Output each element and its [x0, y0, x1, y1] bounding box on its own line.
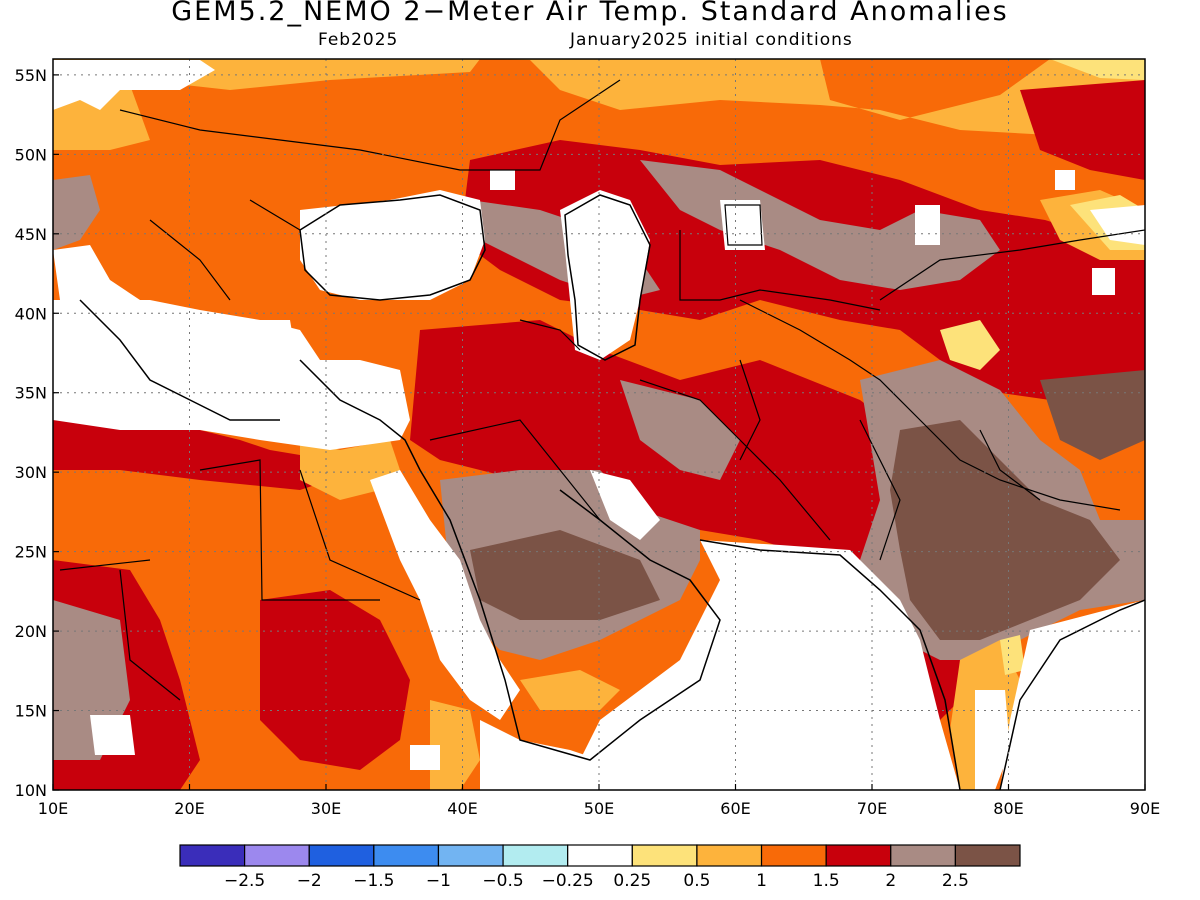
field-patch [620, 380, 740, 480]
masked-area [580, 540, 960, 790]
lat-tick-label: 35N [15, 384, 47, 403]
coastline [79, 299, 1145, 790]
colorbar-swatch [631, 844, 698, 867]
colorbar-label: −1.5 [353, 871, 394, 891]
masked-area [1055, 170, 1075, 190]
colorbar-swatch [244, 844, 310, 867]
field-patch [470, 530, 660, 620]
masked-area [915, 205, 940, 245]
lon-tick-label: 60E [720, 799, 750, 818]
colorbar-label: 1 [756, 871, 767, 891]
colorbar-label: 2 [885, 871, 896, 891]
field-patch [260, 590, 410, 770]
anomaly-field [53, 59, 1145, 790]
field-patch [520, 670, 620, 710]
field-patch [975, 690, 1010, 790]
masked-area [53, 60, 215, 110]
colorbar: −2.5 −2 −1.5 −1 −0.5 −0.25 0.25 0.5 1 1.5 2 2.5 [179, 844, 1021, 891]
masked-area [1092, 268, 1115, 295]
lat-tick-label: 15N [15, 702, 47, 721]
colorbar-label: −1 [426, 871, 451, 891]
colorbar-label: 0.25 [613, 871, 651, 891]
gridlines [53, 59, 1145, 790]
colorbar-swatch [437, 844, 504, 867]
field-patch [640, 160, 1000, 290]
lon-tick-label: 70E [857, 799, 887, 818]
masked-area [720, 200, 765, 250]
initial-conditions-label: January2025 initial conditions [570, 30, 853, 50]
masked-area [90, 715, 135, 755]
field-patch [53, 420, 360, 490]
field-patch [480, 59, 1145, 135]
masked-area [53, 245, 140, 300]
masked-area [410, 745, 440, 770]
lat-tick-label: 25N [15, 543, 47, 562]
lon-tick-label: 40E [447, 799, 477, 818]
colorbar-swatch [890, 844, 956, 867]
map-title: GEM5.2_NEMO 2−Meter Air Temp. Standard A… [171, 0, 1009, 27]
masked-area [590, 470, 660, 540]
field-patch [940, 320, 1000, 370]
masked-area [370, 470, 520, 720]
lon-tick-label: 10E [38, 799, 68, 818]
masked-area [210, 320, 300, 390]
colorbar-swatch [760, 844, 827, 867]
lat-tick-label: 30N [15, 463, 47, 482]
lat-tick-label: 55N [15, 66, 47, 85]
aral-sea-coast [724, 204, 763, 246]
field-patch [430, 700, 480, 790]
lon-tick-label: 90E [1130, 799, 1160, 818]
masked-area [1000, 600, 1145, 790]
colorbar-label: 2.5 [942, 871, 969, 891]
lat-tick-label: 50N [15, 145, 47, 164]
field-patch [1090, 205, 1145, 245]
lon-tick-label: 50E [584, 799, 614, 818]
lon-tick-label: 30E [311, 799, 341, 818]
colorbar-swatch [308, 844, 375, 867]
lat-tick-label: 10N [15, 781, 47, 800]
colorbar-label: −0.25 [542, 871, 594, 891]
field-patch [890, 420, 1120, 640]
colorbar-swatch [179, 844, 246, 867]
colorbar-swatch [825, 844, 892, 867]
masked-area [490, 170, 515, 190]
field-patch [1000, 635, 1025, 675]
longitude-axis: 10E 20E 30E 40E 50E 60E 70E 80E 90E [38, 784, 1160, 818]
colorbar-swatch [502, 844, 569, 867]
colorbar-label: 0.5 [683, 871, 710, 891]
colorbar-label: 1.5 [813, 871, 840, 891]
colorbar-swatch [567, 844, 633, 867]
colorbar-swatch [373, 844, 440, 867]
colorbar-label: −2 [297, 871, 322, 891]
country-borders [59, 79, 1145, 701]
field-patch [53, 85, 150, 150]
latitude-axis: 10N 15N 20N 25N 30N 35N 40N 45N 50N 55N [15, 66, 59, 800]
colorbar-swatch [954, 844, 1021, 867]
lon-tick-label: 20E [174, 799, 204, 818]
lat-tick-label: 40N [15, 304, 47, 323]
lat-tick-label: 45N [15, 225, 47, 244]
colorbar-label: −2.5 [224, 871, 265, 891]
field-patch [53, 175, 100, 250]
colorbar-label: −0.5 [482, 871, 523, 891]
lon-tick-label: 80E [993, 799, 1023, 818]
masked-area [480, 720, 600, 790]
field-patch [1020, 80, 1145, 180]
field-patch [1050, 59, 1145, 80]
masked-area [300, 190, 485, 300]
masked-area [560, 190, 650, 360]
forecast-month: Feb2025 [318, 30, 399, 50]
caspian-sea-coast [564, 194, 651, 361]
colorbar-swatch [696, 844, 763, 867]
lat-tick-label: 20N [15, 622, 47, 641]
